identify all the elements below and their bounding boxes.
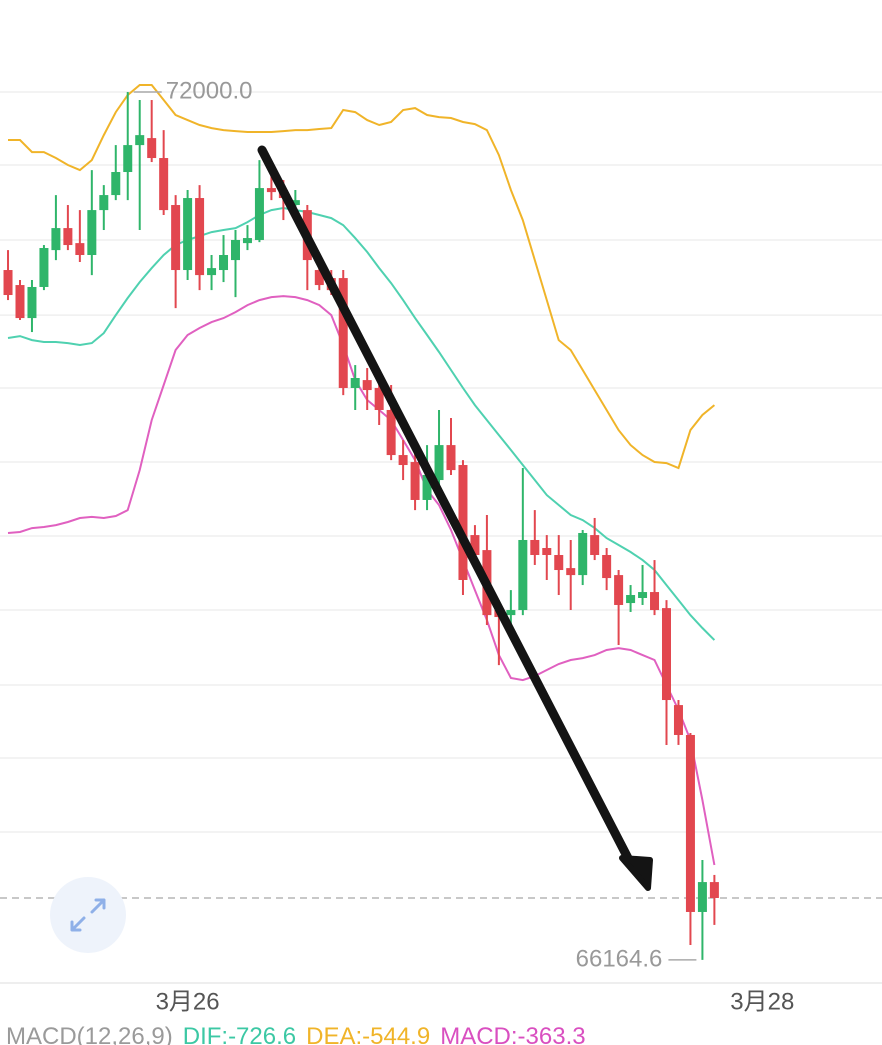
candle-body xyxy=(171,205,181,271)
candle-body xyxy=(15,285,25,319)
candle-body xyxy=(673,705,683,735)
candle-body xyxy=(75,243,85,256)
candle-body xyxy=(542,548,552,556)
candle-body xyxy=(458,465,468,580)
candle-body xyxy=(338,278,348,388)
low-label: 66164.6 xyxy=(576,945,663,972)
candle-body xyxy=(410,462,420,500)
arrow-head xyxy=(619,855,653,891)
candle-body xyxy=(27,286,37,319)
candle-body xyxy=(111,172,121,196)
candle-body xyxy=(554,555,564,571)
candle-body xyxy=(697,882,707,912)
indicator-value: MACD(12,26,9) xyxy=(6,1023,173,1045)
expand-button[interactable] xyxy=(50,877,126,953)
candle-body xyxy=(386,409,396,456)
candle-body xyxy=(87,210,97,256)
candle-body xyxy=(470,535,480,556)
candle-body xyxy=(147,138,157,159)
indicator-value: DIF:-726.6 xyxy=(183,1023,296,1045)
candle-body xyxy=(374,387,384,410)
candle-body xyxy=(51,228,61,251)
band-line xyxy=(8,84,716,470)
candle-body xyxy=(446,445,456,471)
indicator-line: MACD(12,26,9) DIF:-726.6 DEA:-544.9 MACD:-3… xyxy=(6,1023,586,1045)
candle-body xyxy=(518,539,528,611)
candle-body xyxy=(434,445,444,481)
expand-icon[interactable] xyxy=(70,898,106,932)
band-line xyxy=(7,295,716,866)
candle-body xyxy=(650,592,660,611)
candle-body xyxy=(207,268,217,276)
candle-body xyxy=(195,198,205,276)
trend-arrow xyxy=(257,145,653,891)
candle-body xyxy=(422,474,432,500)
candle-body xyxy=(63,228,73,246)
candle-body xyxy=(602,555,612,579)
candle-body xyxy=(362,380,372,391)
bands xyxy=(7,84,716,866)
candle-body xyxy=(626,595,636,604)
candle-body xyxy=(219,255,229,271)
candle-body xyxy=(314,270,324,286)
candle-body xyxy=(709,882,719,898)
arrow-shaft xyxy=(257,145,635,867)
candle-body xyxy=(135,135,145,146)
candle-body xyxy=(290,200,300,206)
candle-body xyxy=(685,734,695,912)
candle-body xyxy=(183,198,193,271)
candle-body xyxy=(230,239,240,261)
candle-body xyxy=(266,188,276,193)
high-label: 72000.0 xyxy=(166,77,253,104)
candle-body xyxy=(3,270,13,296)
candle-body xyxy=(590,535,600,556)
indicator-value: MACD:-363.3 xyxy=(440,1023,585,1045)
candle-body xyxy=(39,248,49,287)
candle-body xyxy=(614,575,624,605)
candle-body xyxy=(578,532,588,576)
candle-body xyxy=(254,188,264,240)
labels: 3月26 3月28 72000.0 66164.6 xyxy=(133,77,794,1015)
candle-body xyxy=(123,145,133,173)
candle-body xyxy=(506,610,516,616)
candle-body xyxy=(566,568,576,576)
candle-body xyxy=(99,195,109,211)
x-tick-label: 3月26 xyxy=(156,988,220,1015)
candle-body xyxy=(350,378,360,388)
candle-body xyxy=(661,608,671,701)
candle-body xyxy=(638,592,648,598)
x-tick-label: 3月28 xyxy=(730,988,794,1015)
indicator-value: DEA:-544.9 xyxy=(306,1023,430,1045)
band-line xyxy=(7,206,716,641)
candle-body xyxy=(242,238,252,244)
candle-body xyxy=(398,455,408,466)
expand-button-bg[interactable] xyxy=(50,877,126,953)
candle-body xyxy=(530,539,540,556)
candle-body xyxy=(159,158,169,211)
